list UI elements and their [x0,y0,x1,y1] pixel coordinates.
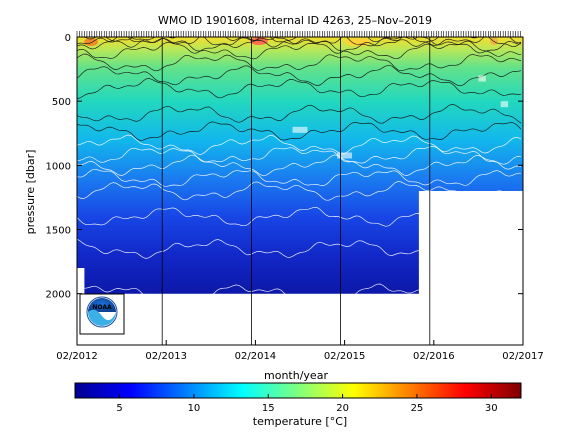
data-gaps [292,75,509,159]
colorbar-tick-label: 10 [188,403,201,414]
y-tick-label: 2000 [46,290,71,301]
isotherm-18 [127,37,485,46]
x-tick-label: 02/2016 [413,351,455,362]
noaa-logo-icon: NOAA [79,293,125,335]
profile-time-ticks [76,31,521,37]
isotherm-19 [83,37,522,48]
colorbar-tick-label: 5 [116,403,122,414]
x-axis-ticks: 02/2012 02/2013 02/2014 02/2015 02/2016 02/20… [56,340,544,362]
isotherm-11 [77,121,522,141]
y-tick-label: 500 [52,97,71,108]
isotherm-15 [77,53,522,72]
isotherm-4 [77,238,522,259]
noaa-logo-text: NOAA [92,304,112,311]
isotherm-9 [77,146,522,165]
warm-patch-2 [345,38,371,46]
y-tick-label: 1500 [46,226,71,237]
isotherm-5 [77,206,522,227]
x-axis-label: month/year [264,369,328,382]
plot-area: 02/2012 02/2013 02/2014 02/2015 02/2016 02/20… [46,31,544,362]
isotherm-3 [77,282,522,305]
colorbar: 5 10 15 20 25 30 [74,382,522,414]
isotherm-6 [77,181,522,201]
warm-patch-1 [250,37,268,45]
year-boundary-lines [161,37,431,345]
gap-2 [478,75,486,82]
y-tick-label: 0 [65,33,71,44]
gap-1 [337,152,353,159]
x-tick-label: 02/2013 [145,351,187,362]
gap-3 [500,101,509,108]
colorbar-tick-label: 15 [262,403,275,414]
x-tick-label: 02/2012 [56,351,98,362]
plot-frame [76,36,524,346]
colorbar-gradient [74,382,522,399]
x-tick-label: 02/2017 [502,351,544,362]
chart-title: WMO ID 1901608, internal ID 4263, 25–Nov… [158,14,432,27]
isotherm-16 [77,40,522,60]
colorbar-label: temperature [°C] [253,415,347,428]
x-tick-label: 02/2015 [324,351,366,362]
y-tick-label: 1000 [46,161,71,172]
colorbar-tick-label: 20 [336,403,349,414]
warm-patch-3 [490,37,498,45]
warm-patch-0 [84,38,98,46]
isotherm-14 [77,64,522,87]
y-axis-label: pressure [dbar] [24,150,37,235]
warm-surface-patches [84,37,498,46]
gap-0 [292,126,308,133]
isotherm-contours [77,37,522,305]
isotherm-12 [77,103,522,124]
x-tick-label: 02/2014 [235,351,277,362]
colorbar-ticks: 5 10 15 20 25 30 [116,394,498,414]
colorbar-tick-label: 25 [411,403,424,414]
isotherm-13 [77,78,522,99]
isotherm-7 [77,168,522,187]
isotherm-8 [77,154,522,177]
colorbar-tick-label: 30 [485,403,498,414]
isotherm-10 [77,134,522,155]
